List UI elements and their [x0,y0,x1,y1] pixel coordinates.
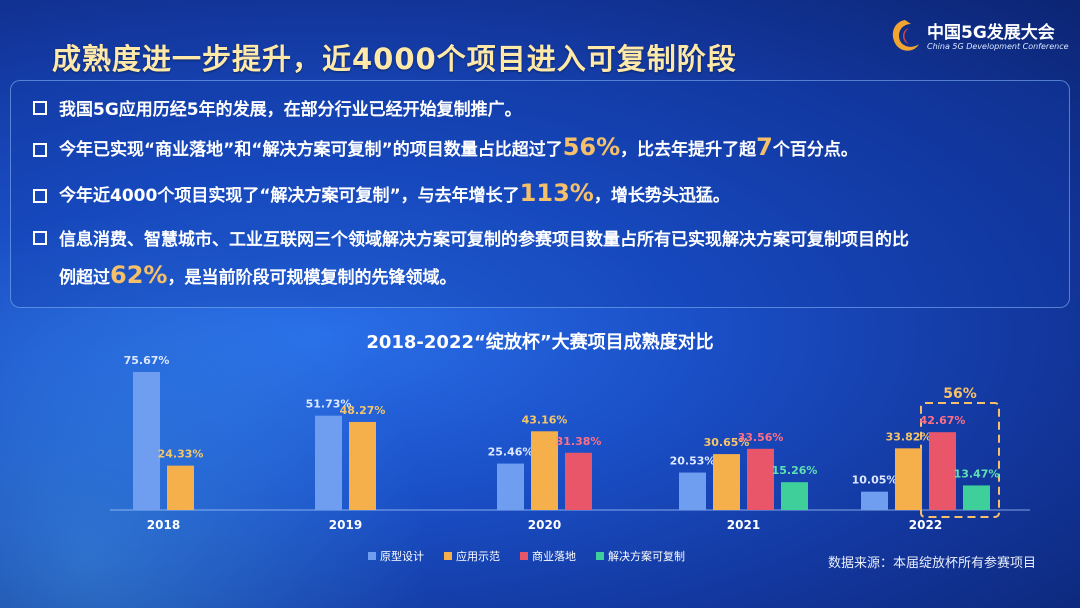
bar [531,431,558,510]
data-label: 31.38% [556,435,602,448]
page-headline: 成熟度进一步提升，近4000个项目进入可复制阶段 [52,42,737,76]
data-label: 24.33% [158,448,204,461]
data-label: 13.47% [954,467,1000,480]
bar [133,372,160,510]
chart-title: 2018-2022“绽放杯”大赛项目成熟度对比 [366,332,714,353]
bullet-text: 今年已实现“商业落地”和“解决方案可复制”的项目数量占比超过了56%，比去年提升… [59,133,858,161]
logo-en-text: China 5G Development Conference [927,42,1069,51]
highlight-value: 56% [562,133,621,161]
bullet-text: 今年近4000个项目实现了“解决方案可复制”，与去年增长了113%，增长势头迅猛… [59,179,730,207]
bar [747,448,774,510]
bar [167,465,194,510]
legend-label: 应用示范 [456,549,500,563]
data-label: 30.65% [704,436,750,449]
bullet-text-part: ，比去年提升了超 [620,140,757,160]
bullet-text-part: 今年近4000个项目实现了“解决方案可复制”，与去年增长了 [59,186,520,206]
data-label: 48.27% [340,404,386,417]
bar [963,485,990,510]
bar [497,463,524,510]
bullet-text-part: ，增长势头迅猛。 [593,186,730,206]
legend-swatch [368,552,376,560]
swirl-logo-icon [892,20,919,51]
data-label: 15.26% [772,464,818,477]
data-label: 42.67% [920,414,966,427]
bullet-text: 信息消费、智慧城市、工业互联网三个领域解决方案可复制的参赛项目数量占所有已实现解… [59,230,909,250]
legend-label: 解决方案可复制 [608,549,685,563]
data-source-note: 数据来源：本届绽放杯所有参赛项目 [827,556,1036,571]
legend-swatch [444,552,452,560]
bullet-text-part: 例超过 [59,268,110,288]
square-bullet-icon [33,143,47,157]
highlight-value: 113% [519,179,594,207]
data-label: 25.46% [488,446,534,459]
highlight-value: 62% [110,261,168,289]
x-tick-label: 2018 [147,518,180,532]
data-label: 75.67% [124,354,170,367]
bar [713,454,740,510]
bar [565,452,592,510]
highlight-value: 7 [756,133,773,161]
x-tick-label: 2020 [528,518,561,532]
square-bullet-icon [33,189,47,203]
bar [929,432,956,510]
square-bullet-icon [33,231,47,245]
legend-label: 商业落地 [532,549,576,563]
bullet-text-part: 个百分点。 [772,140,858,160]
data-label: 10.05% [852,474,898,487]
bar [349,421,376,510]
legend-label: 原型设计 [380,549,424,563]
bar [781,482,808,510]
legend-swatch [520,552,528,560]
square-bullet-icon [33,101,47,115]
bullet-text-part: ，是当前阶段可规模复制的先锋领域。 [167,268,457,288]
x-tick-label: 2022 [909,518,942,532]
bullet-text-part: 今年已实现“商业落地”和“解决方案可复制”的项目数量占比超过了 [59,140,563,160]
legend-swatch [596,552,604,560]
bar [679,472,706,510]
data-label: 51.73% [306,398,352,411]
annotation-label: 56% [943,386,977,402]
bullet-text: 我国5G应用历经5年的发展，在部分行业已经开始复制推广。 [59,100,522,120]
logo-cn-text: 中国5G发展大会 [927,23,1055,43]
conference-logo: 中国5G发展大会 China 5G Development Conference [887,14,1069,62]
bar [861,491,888,510]
bar [895,448,922,510]
bar [315,415,342,510]
bullet-text: 例超过62%，是当前阶段可规模复制的先锋领域。 [59,261,456,289]
x-tick-label: 2021 [727,518,760,532]
summary-panel: 我国5G应用历经5年的发展，在部分行业已经开始复制推广。 今年已实现“商业落地”… [10,80,1070,308]
data-label: 33.56% [738,431,784,444]
x-tick-label: 2019 [329,518,362,532]
data-label: 20.53% [670,455,716,468]
data-label: 43.16% [522,413,568,426]
data-label: 33.82% [886,430,932,443]
